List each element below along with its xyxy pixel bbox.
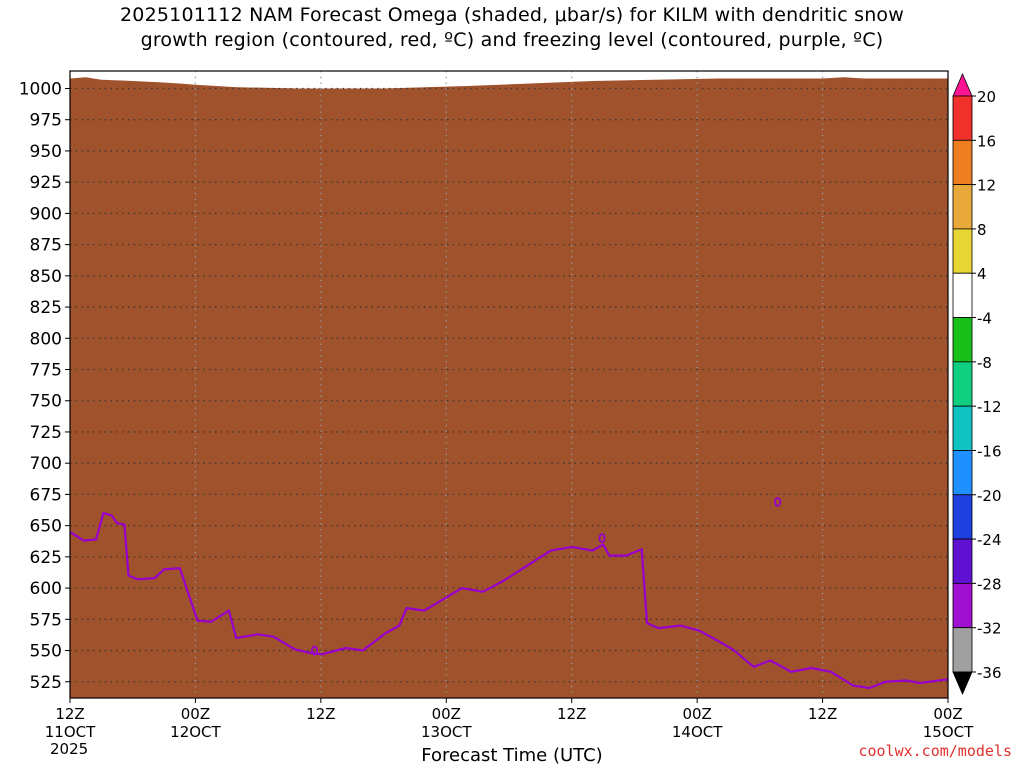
colorbar-segment [952, 95, 973, 141]
freezing-level-island [311, 645, 319, 656]
ground-fill [70, 77, 948, 698]
y-tick-label: 525 [30, 673, 62, 693]
year-label: 2025 [50, 740, 89, 758]
y-tick-label: 800 [30, 329, 62, 349]
y-tick-label: 725 [30, 423, 62, 443]
x-tick-label: 00Z [432, 705, 461, 723]
x-tick-label: 00Z [933, 705, 962, 723]
y-tick-label: 925 [30, 173, 62, 193]
colorbar-segment [952, 627, 973, 673]
colorbar-label: -8 [977, 354, 992, 372]
colorbar-label: 12 [977, 177, 996, 195]
y-tick-label: 900 [30, 204, 62, 224]
chart-title-line2: growth region (contoured, red, ºC) and f… [140, 29, 884, 51]
y-tick-label: 550 [30, 642, 62, 662]
y-tick-label: 575 [30, 610, 62, 630]
ground-layer [70, 77, 948, 698]
colorbar-segment [952, 405, 973, 451]
chart-title-line1: 2025101112 NAM Forecast Omega (shaded, μ… [120, 4, 904, 26]
y-tick-label: 825 [30, 298, 62, 318]
watermark-text: coolwx.com/models [858, 742, 1012, 760]
colorbar-bottom-arrow [952, 671, 973, 696]
colorbar-segment [952, 538, 973, 584]
colorbar-segment [952, 582, 973, 629]
x-tick-date-label: 12OCT [170, 723, 221, 741]
colorbar-label: 4 [977, 265, 987, 283]
y-tick-label: 650 [30, 517, 62, 537]
x-tick-label: 12Z [55, 705, 84, 723]
colorbar-segment [952, 228, 973, 274]
colorbar-label: 20 [977, 88, 996, 106]
colorbar-label: -4 [977, 310, 992, 328]
x-tick-date-label: 14OCT [672, 723, 723, 741]
x-tick-label: 12Z [306, 705, 335, 723]
y-tick-label: 625 [30, 548, 62, 568]
y-tick-label: 675 [30, 485, 62, 505]
colorbar-label: -20 [977, 487, 1002, 505]
freezing-level-layer: 000 [70, 497, 948, 690]
colorbar-label: 16 [977, 132, 996, 150]
x-tick-label: 12Z [557, 705, 586, 723]
x-axis-title: Forecast Time (UTC) [421, 745, 603, 766]
colorbar-segment [952, 139, 973, 186]
colorbar-label: 8 [977, 221, 987, 239]
colorbar-label: -16 [977, 442, 1002, 460]
x-tick-date-label: 13OCT [421, 723, 472, 741]
y-tick-label: 600 [30, 579, 62, 599]
y-tick-label: 700 [30, 454, 62, 474]
colorbar-segment [952, 494, 973, 540]
colorbar-top-arrow [952, 72, 973, 97]
y-tick-label: 1000 [19, 79, 62, 99]
x-tick-label: 00Z [181, 705, 210, 723]
colorbar-segment [952, 272, 973, 318]
colorbar-segment [952, 361, 973, 407]
colorbar-label: -12 [977, 398, 1002, 416]
freezing-level-line [70, 511, 948, 690]
freezing-level-island [598, 533, 606, 544]
x-tick-label: 12Z [808, 705, 837, 723]
freezing-level-island [774, 497, 782, 507]
y-tick-label: 975 [30, 111, 62, 131]
y-tick-label: 950 [30, 142, 62, 162]
colorbar: 20 16 12 8 4 -4 -8 -12 -16 -20 -24 -28 -32 -36 [952, 72, 1002, 696]
x-tick-label: 00Z [682, 705, 711, 723]
y-tick-label: 750 [30, 392, 62, 412]
colorbar-label: -32 [977, 620, 1002, 638]
y-tick-label: 775 [30, 361, 62, 381]
colorbar-label: -24 [977, 531, 1002, 549]
y-tick-label: 850 [30, 267, 62, 287]
y-tick-label: 875 [30, 236, 62, 256]
colorbar-label: -28 [977, 575, 1002, 593]
y-axis: 525 550 575 600 625 650 675 700 725 750 775 800 825 8… [19, 79, 70, 693]
x-tick-date-label: 15OCT [923, 723, 974, 741]
plot-frame [69, 70, 949, 699]
colorbar-segment [952, 450, 973, 496]
colorbar-segment [952, 317, 973, 363]
colorbar-label: -36 [977, 664, 1002, 682]
colorbar-segment [952, 184, 973, 230]
x-tick-date-label: 11OCT [45, 723, 96, 741]
